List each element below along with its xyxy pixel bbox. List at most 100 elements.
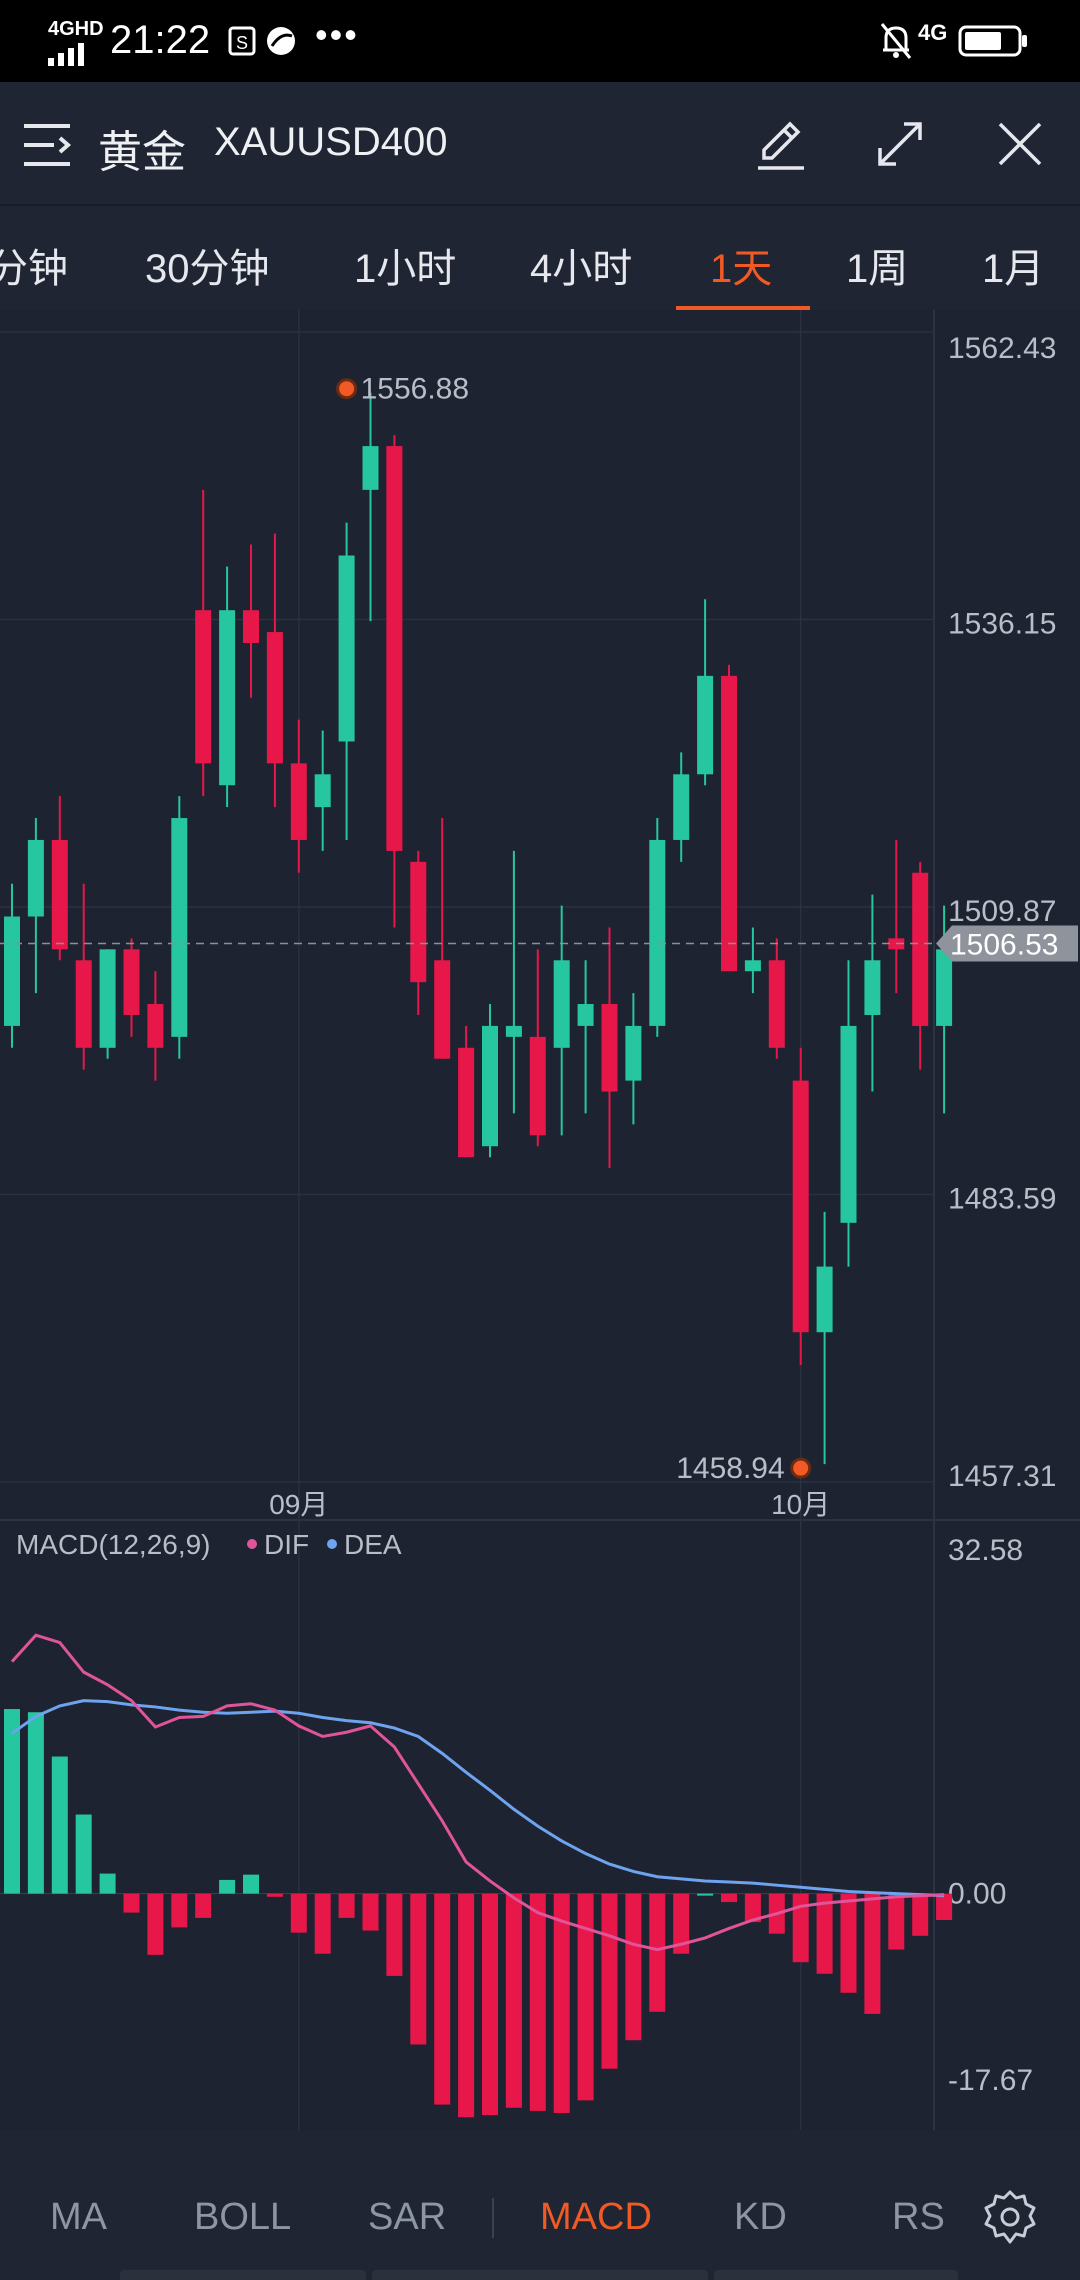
timeframe-tabs: 分钟 30分钟 1小时 4小时 1天 1周 1月 — [0, 206, 1080, 312]
macd-histogram-bar — [99, 1873, 116, 1894]
candle-body — [577, 1004, 594, 1026]
signal-icon — [48, 43, 84, 66]
candle-body — [243, 610, 259, 644]
indicator-bar: MA BOLL SAR MACD KD RSI — [0, 2130, 1080, 2280]
legend-dot — [247, 1539, 257, 1549]
tab-30min[interactable]: 30分钟 — [145, 247, 270, 291]
candle-body — [792, 1080, 809, 1333]
candle-body — [386, 446, 403, 851]
scroll-handle — [120, 2270, 366, 2280]
macd-histogram-bar — [936, 1893, 953, 1920]
candle-body — [27, 839, 44, 917]
macd-histogram-bar — [171, 1893, 188, 1928]
macd-tick-label: 0.00 — [948, 1878, 1006, 1911]
macd-histogram-bar — [266, 1893, 283, 1897]
candle-body — [816, 1266, 833, 1333]
macd-label: MACD(12,26,9) — [16, 1529, 211, 1560]
candle-body — [290, 763, 307, 840]
macd-tick-label: 32.58 — [948, 1534, 1023, 1567]
indicator-macd[interactable]: MACD — [540, 2196, 652, 2238]
chart-area[interactable]: 1562.43 1536.15 1509.87 1483.59 1457.31 09月 10… — [0, 310, 1080, 2130]
macd-histogram-bar — [577, 1893, 594, 2101]
dea-line — [11, 1699, 945, 1898]
app-badge-icon — [267, 27, 295, 55]
tab-4hour[interactable]: 4小时 — [530, 247, 633, 291]
candle-body — [410, 861, 427, 983]
macd-histogram-bar — [219, 1879, 236, 1894]
legend-label: DEA — [344, 1529, 402, 1560]
candle-body — [625, 1025, 642, 1081]
indicator-separator — [492, 2198, 494, 2238]
candle-body — [673, 774, 690, 840]
price-tick-label: 1483.59 — [948, 1183, 1056, 1216]
indicator-rsi[interactable]: RSI — [892, 2196, 946, 2238]
candle-body — [338, 555, 355, 742]
current-price-label: 1506.53 — [950, 929, 1058, 962]
price-chart[interactable]: 1562.43 1536.15 1509.87 1483.59 1457.31 09月 10… — [0, 310, 1080, 2130]
active-tab-indicator — [676, 306, 810, 310]
legend-dot — [327, 1539, 337, 1549]
indicator-kd[interactable]: KD — [734, 2196, 787, 2238]
tab-1hour[interactable]: 1小时 — [354, 247, 457, 291]
scroll-handle — [372, 2270, 708, 2280]
macd-histogram-bar — [147, 1893, 164, 1955]
candle-body — [601, 1004, 618, 1092]
candle-body — [529, 1036, 546, 1136]
macd-histogram-bar — [362, 1893, 379, 1931]
high-marker-label: 1556.88 — [361, 373, 469, 406]
macd-histogram-bar — [123, 1893, 140, 1913]
battery-icon — [958, 25, 1027, 57]
candle-body — [936, 949, 953, 1026]
macd-histogram-bar — [410, 1893, 427, 2045]
indicator-sar[interactable]: SAR — [368, 2196, 447, 2238]
tab-1month[interactable]: 1月 — [982, 247, 1045, 291]
dif-line — [10, 1633, 945, 1952]
candle-body — [4, 916, 20, 1026]
close-button[interactable] — [990, 114, 1050, 174]
low-marker-label: 1458.94 — [676, 1452, 784, 1485]
candle-body — [768, 960, 785, 1048]
macd-histogram-bar — [888, 1893, 905, 1950]
macd-histogram-bar — [816, 1893, 833, 1974]
current-price-tag — [936, 925, 1078, 962]
tab-minutes[interactable]: 分钟 — [0, 247, 68, 291]
macd-histogram-bar — [27, 1712, 44, 1894]
instrument-symbol: XAUUSD400 — [214, 120, 448, 164]
macd-histogram-bar — [458, 1893, 475, 2118]
candle-body — [123, 949, 140, 1015]
low-marker — [790, 1457, 812, 1479]
candle-body — [314, 774, 331, 808]
macd-histogram-bar — [482, 1893, 498, 2116]
indicator-boll[interactable]: BOLL — [194, 2196, 292, 2238]
clock: 21:22 — [110, 18, 211, 62]
high-marker — [336, 378, 358, 400]
chart-background — [0, 310, 1080, 2130]
macd-histogram-bar — [553, 1893, 570, 2114]
price-tick-label: 1457.31 — [948, 1460, 1056, 1493]
legend-label: DIF — [264, 1529, 309, 1560]
macd-histogram-bar — [51, 1756, 68, 1894]
settings-gear-icon[interactable] — [980, 2188, 1040, 2248]
scroll-handle — [714, 2270, 958, 2280]
candle-body — [697, 675, 714, 775]
edit-button[interactable] — [750, 114, 810, 174]
tab-1day[interactable]: 1天 — [710, 247, 773, 291]
candle-body — [99, 949, 116, 1048]
title-bar: 黄金 XAUUSD400 — [0, 82, 1080, 206]
mute-icon — [880, 23, 912, 59]
candle-body — [147, 1004, 164, 1048]
macd-histogram-bar — [75, 1814, 92, 1894]
macd-histogram-bar — [673, 1893, 690, 1954]
candle-body — [482, 1025, 498, 1147]
candle-body — [840, 1025, 857, 1223]
fullscreen-button[interactable] — [870, 114, 930, 174]
indicator-ma[interactable]: MA — [50, 2196, 107, 2238]
macd-histogram-bar — [4, 1709, 20, 1894]
macd-histogram-bar — [601, 1893, 618, 2069]
candle-body — [75, 960, 92, 1048]
macd-histogram-bar — [649, 1893, 666, 2012]
candle-body — [266, 632, 283, 764]
menu-icon[interactable] — [22, 120, 74, 170]
macd-histogram-bar — [505, 1893, 522, 2108]
tab-1week[interactable]: 1周 — [846, 247, 909, 291]
